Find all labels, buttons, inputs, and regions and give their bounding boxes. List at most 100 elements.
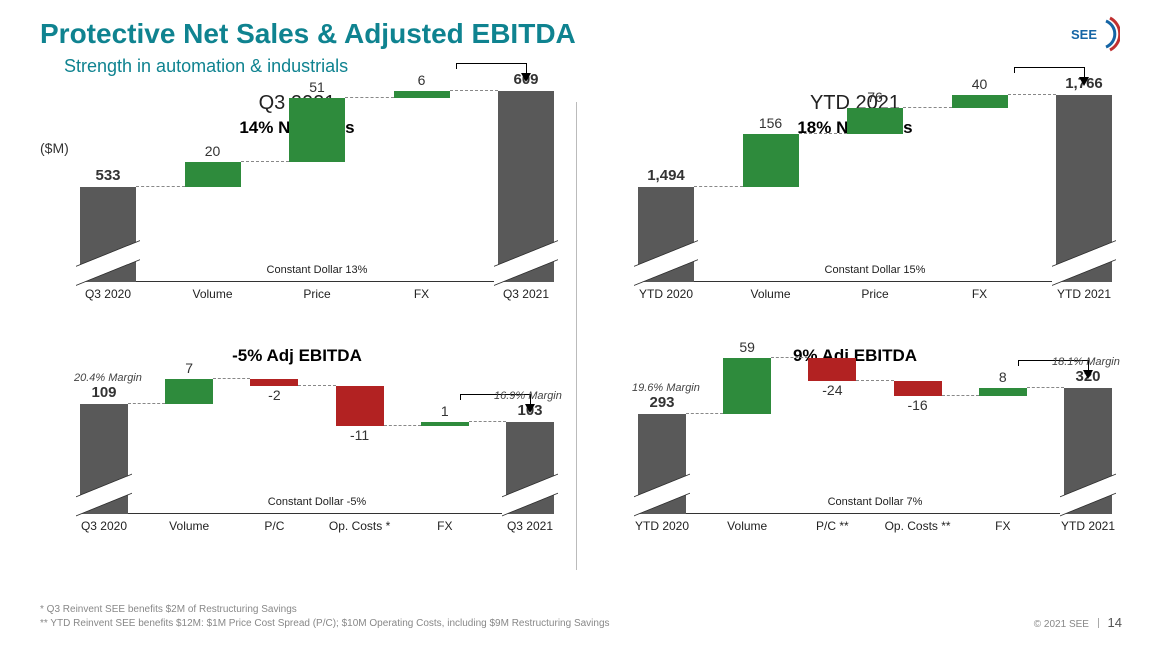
chart-headline: -5% Adj EBITDA <box>40 346 554 366</box>
bar-value-label: -2 <box>240 387 308 403</box>
bar-fx: 6FX <box>394 142 450 282</box>
bar-price: 51Price <box>289 142 345 282</box>
bar-rect <box>894 381 942 396</box>
panel-ytd-sales: YTD 202118% Net Sales1,494YTD 2020156Vol… <box>598 92 1112 330</box>
bracket-line <box>1014 67 1084 68</box>
connector <box>450 90 499 91</box>
category-label: Volume <box>731 287 811 301</box>
page-footer: © 2021 SEE 14 <box>1034 615 1122 630</box>
bar-rect <box>394 91 450 99</box>
bar-value-label: -16 <box>884 397 952 413</box>
x-axis <box>80 513 554 514</box>
category-label: Op. Costs ** <box>882 519 954 533</box>
bar-volume: 20Volume <box>185 142 241 282</box>
constant-dollar-note: Constant Dollar 15% <box>638 264 1112 276</box>
category-label: Q3 2021 <box>494 519 566 533</box>
margin-end: 16.9% Margin <box>494 390 562 402</box>
connector <box>1008 94 1057 95</box>
bar-rect <box>979 388 1027 396</box>
connector <box>213 378 250 379</box>
bracket-end <box>456 63 457 69</box>
bar-value-label: 7 <box>155 360 223 376</box>
bar-rect <box>743 134 799 187</box>
margin-end: 18.1% Margin <box>1052 356 1120 368</box>
page-number: 14 <box>1108 615 1122 630</box>
bar-value-label: 293 <box>628 394 696 411</box>
bar-value-label: 8 <box>969 369 1037 385</box>
bar-rect <box>250 379 298 386</box>
category-label: FX <box>940 287 1020 301</box>
bar-value-label: 40 <box>942 76 1018 92</box>
footnotes: * Q3 Reinvent SEE benefits $2M of Restru… <box>40 603 610 630</box>
bar-value-label: 51 <box>279 79 355 95</box>
waterfall-plot: 109Q3 20207Volume-2P/C-11Op. Costs *1FX1… <box>80 374 554 514</box>
bar-p-c: -2P/C <box>250 374 298 514</box>
bar-op-costs-: -11Op. Costs * <box>336 374 384 514</box>
bar-volume: 7Volume <box>165 374 213 514</box>
footnote-1: * Q3 Reinvent SEE benefits $2M of Restru… <box>40 603 610 617</box>
bar-value-label: 6 <box>384 72 460 88</box>
arrow-head <box>1083 370 1093 379</box>
bar-op-costs-: -16Op. Costs ** <box>894 374 942 514</box>
arrow-head <box>525 404 535 413</box>
category-label: YTD 2020 <box>626 287 706 301</box>
bar-value-label: -11 <box>326 427 394 443</box>
page-title: Protective Net Sales & Adjusted EBITDA <box>40 18 1112 50</box>
category-label: FX <box>382 287 462 301</box>
bracket-end <box>1014 67 1015 73</box>
waterfall-plot: 533Q3 202020Volume51Price6FX609Q3 2021Co… <box>80 142 554 282</box>
category-label: Volume <box>173 287 253 301</box>
connector <box>345 97 394 98</box>
chart-grid: Q3 202114% Net Sales533Q3 202020Volume51… <box>40 92 1112 572</box>
bracket-end <box>1018 360 1019 366</box>
connector <box>856 380 893 381</box>
bar-rect <box>336 386 384 426</box>
bar-fx: 1FX <box>421 374 469 514</box>
category-label: Volume <box>153 519 225 533</box>
connector <box>469 421 506 422</box>
bar-volume: 156Volume <box>743 142 799 282</box>
connector <box>799 133 848 134</box>
svg-text:SEE: SEE <box>1071 27 1097 42</box>
bar-value-label: 533 <box>70 167 146 184</box>
connector <box>903 107 952 108</box>
connector <box>136 186 185 187</box>
category-label: P/C ** <box>796 519 868 533</box>
category-label: Op. Costs * <box>324 519 396 533</box>
category-label: P/C <box>238 519 310 533</box>
category-label: Volume <box>711 519 783 533</box>
constant-dollar-note: Constant Dollar 7% <box>638 496 1112 508</box>
copyright: © 2021 SEE <box>1034 619 1089 630</box>
connector <box>128 403 165 404</box>
bar-value-label: 20 <box>175 143 251 159</box>
arrow-head <box>521 73 531 82</box>
bar-rect <box>165 379 213 404</box>
category-label: Price <box>277 287 357 301</box>
bracket-end <box>460 394 461 400</box>
panel-q3-sales: Q3 202114% Net Sales533Q3 202020Volume51… <box>40 92 554 330</box>
bar-value-label: 76 <box>837 89 913 105</box>
bar-fx: 8FX <box>979 374 1027 514</box>
category-label: FX <box>967 519 1039 533</box>
bar-value-label: -24 <box>798 382 866 398</box>
bracket-line <box>456 63 526 64</box>
category-label: YTD 2020 <box>626 519 698 533</box>
bar-rect <box>808 358 856 381</box>
footnote-2: ** YTD Reinvent SEE benefits $12M: $1M P… <box>40 617 610 631</box>
panel-ytd-ebitda: 9% Adj EBITDA293YTD 202059Volume-24P/C *… <box>598 334 1112 572</box>
margin-start: 20.4% Margin <box>74 372 142 384</box>
bar-rect <box>289 98 345 162</box>
bar-price: 76Price <box>847 142 903 282</box>
connector <box>241 161 290 162</box>
category-label: YTD 2021 <box>1044 287 1124 301</box>
arrow-head <box>1079 77 1089 86</box>
bar-rect <box>847 108 903 134</box>
category-label: Q3 2020 <box>68 519 140 533</box>
constant-dollar-note: Constant Dollar -5% <box>80 496 554 508</box>
bar-volume: 59Volume <box>723 374 771 514</box>
see-logo: SEE <box>1064 14 1120 54</box>
page-subtitle: Strength in automation & industrials <box>64 56 1112 77</box>
category-label: FX <box>409 519 481 533</box>
bar-fx: 40FX <box>952 142 1008 282</box>
bar-rect <box>421 422 469 426</box>
